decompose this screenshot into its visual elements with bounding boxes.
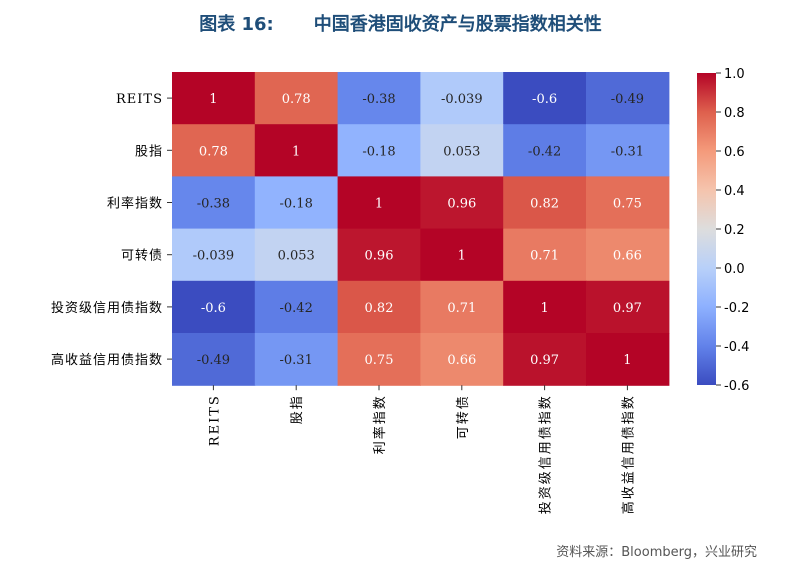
heatmap-cell (586, 280, 670, 334)
heatmap-cell (254, 176, 339, 230)
colorbar-tick-label: 1.0 (724, 67, 745, 82)
y-tick-label: 股指 (135, 144, 163, 159)
colorbar-tick-label: 0.0 (724, 262, 745, 277)
heatmap-cell (172, 228, 256, 282)
figure-title: 中国香港固收资产与股票指数相关性 (313, 14, 602, 35)
x-tick-label: REITS (207, 394, 222, 446)
heatmap-cell (503, 333, 587, 386)
heatmap-cell (172, 176, 256, 230)
heatmap-cell (172, 280, 256, 334)
cell-label: 0.97 (613, 301, 642, 316)
colorbar-tick-label: -0.2 (724, 301, 749, 316)
heatmap-cell (254, 228, 339, 282)
cell-label: -0.6 (532, 92, 557, 107)
heatmap-cell (503, 124, 587, 177)
cell-label: 0.82 (365, 301, 394, 316)
cell-label: -0.039 (441, 92, 483, 107)
heatmap-cell (586, 124, 670, 177)
cell-label: -0.42 (280, 301, 313, 316)
cell-label: 1 (375, 197, 383, 212)
heatmap-cell (420, 280, 504, 334)
cell-label: 1 (623, 353, 631, 368)
cell-label: -0.31 (611, 144, 644, 159)
heatmap-cell (586, 176, 670, 230)
cell-label: 0.71 (530, 249, 559, 264)
cell-label: -0.18 (362, 144, 395, 159)
chart-title: 图表 16: 中国香港固收资产与股票指数相关性 (0, 10, 801, 36)
cell-label: -0.18 (280, 197, 313, 212)
cell-label: 0.053 (278, 249, 315, 264)
cell-label: 0.71 (447, 301, 476, 316)
heatmap-cell (254, 124, 339, 177)
heatmap-cell (337, 228, 421, 282)
cell-label: -0.6 (201, 301, 226, 316)
colorbar (697, 73, 716, 385)
heatmap-cell (503, 72, 587, 125)
colorbar-tick-label: 0.4 (724, 184, 745, 199)
heatmap-cell (337, 72, 421, 125)
heatmap-cell (172, 124, 256, 177)
y-tick-label: 可转债 (121, 249, 163, 264)
colorbar-tick-label: 0.6 (724, 145, 745, 160)
colorbar-tick-label: -0.4 (724, 340, 749, 355)
heatmap-cell (254, 280, 339, 334)
x-tick-label: 高收益信用债指数 (620, 394, 636, 514)
heatmap-cell (420, 72, 504, 125)
cell-label: 0.82 (530, 197, 559, 212)
heatmap-cell (337, 280, 421, 334)
cell-label: 0.97 (530, 353, 559, 368)
heatmap-cell (254, 72, 339, 125)
heatmap-cell (337, 176, 421, 230)
heatmap-cell (420, 228, 504, 282)
y-tick-label: 利率指数 (107, 196, 163, 212)
cell-label: 1 (458, 249, 466, 264)
colorbar-tick-label: -0.6 (724, 379, 749, 394)
cell-label: 0.66 (613, 249, 642, 264)
cell-label: -0.49 (611, 92, 644, 107)
x-tick-label: 股指 (290, 394, 305, 424)
heatmap-cell (172, 333, 256, 386)
x-tick-label: 利率指数 (372, 394, 388, 454)
heatmap-cell (420, 176, 504, 230)
colorbar-tick-label: 0.2 (724, 223, 745, 238)
heatmap-cell (420, 333, 504, 386)
heatmap-cell (420, 124, 504, 177)
y-tick-label: 投资级信用债指数 (51, 300, 163, 316)
heatmap-cell (586, 72, 670, 125)
cell-label: 0.053 (443, 144, 480, 159)
y-tick-label: REITS (116, 92, 163, 107)
cell-label: 1 (292, 144, 300, 159)
heatmap-cell (337, 124, 421, 177)
cell-label: 0.78 (282, 92, 311, 107)
y-tick-label: 高收益信用债指数 (51, 352, 163, 368)
cell-label: 0.96 (447, 197, 476, 212)
figure-label: 图表 16: (199, 14, 274, 35)
cell-label: 1 (209, 92, 217, 107)
heatmap-cell (337, 333, 421, 386)
cell-label: 1 (540, 301, 548, 316)
cell-label: 0.75 (365, 353, 394, 368)
heatmap-cell (254, 333, 339, 386)
cell-label: 0.75 (613, 197, 642, 212)
heatmap-cell (586, 228, 670, 282)
cell-label: -0.38 (197, 197, 230, 212)
colorbar-tick-label: 0.8 (724, 106, 745, 121)
cell-label: -0.38 (362, 92, 395, 107)
cell-label: -0.31 (280, 353, 313, 368)
cell-label: 0.96 (365, 249, 394, 264)
heatmap-cell (503, 280, 587, 334)
cell-label: -0.039 (193, 249, 235, 264)
heatmap-cell (503, 228, 587, 282)
x-tick-label: 投资级信用债指数 (538, 394, 554, 514)
x-tick-label: 可转债 (456, 394, 471, 439)
cell-label: -0.49 (197, 353, 230, 368)
heatmap-cell (503, 176, 587, 230)
cell-label: 0.78 (199, 144, 228, 159)
cell-label: 0.66 (447, 353, 476, 368)
heatmap-cell (586, 333, 670, 386)
heatmap-cell (172, 72, 256, 125)
cell-label: -0.42 (528, 144, 561, 159)
source-note: 资料来源：Bloomberg，兴业研究 (556, 545, 757, 560)
